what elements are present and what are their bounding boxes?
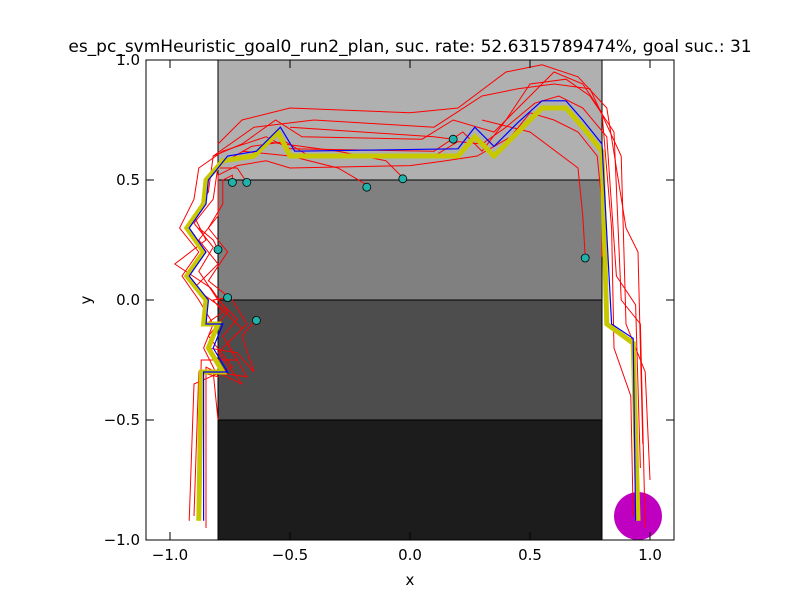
chart-title: es_pc_svmHeuristic_goal0_run2_plan, suc.… <box>68 37 751 57</box>
y-tick-label-0: −1.0 <box>104 531 140 549</box>
trajectory-8 <box>218 167 248 183</box>
x-tick-label-3: 0.5 <box>518 546 542 564</box>
trajectory-9 <box>241 150 368 186</box>
endpoint-4 <box>448 134 458 144</box>
endpoint-3 <box>398 174 408 184</box>
y-tick-label-2: 0.0 <box>116 291 140 309</box>
trajectory-6 <box>205 297 228 325</box>
plan-layer <box>183 100 641 521</box>
trajectory-14 <box>212 83 651 481</box>
x-tick-label-2: 0.0 <box>398 546 422 564</box>
region-1 <box>217 179 603 301</box>
y-axis-label: y <box>77 295 95 304</box>
x-tick-label-4: 1.0 <box>638 546 662 564</box>
trajectory-13 <box>217 64 644 445</box>
y-tick-label-4: 1.0 <box>116 51 140 69</box>
trajectory-12 <box>481 119 586 257</box>
trajectory-11 <box>289 126 454 140</box>
y-tick-label-1: −0.5 <box>104 411 140 429</box>
x-axis-label: x <box>406 571 415 589</box>
region-0 <box>217 59 603 181</box>
y-tick-label-3: 0.5 <box>116 171 140 189</box>
trajectory-4 <box>207 174 248 421</box>
endpoint-0 <box>227 177 237 187</box>
endpoint-2 <box>362 182 372 192</box>
endpoint-5 <box>580 253 590 263</box>
endpoint-6 <box>213 245 223 255</box>
plan-blue <box>188 100 637 521</box>
region-layer <box>217 59 662 541</box>
trajectory-5 <box>208 318 257 373</box>
endpoint-8 <box>251 315 261 325</box>
trajectory-1 <box>173 71 634 521</box>
endpoint-1 <box>242 177 252 187</box>
endpoint-7 <box>223 293 233 303</box>
region-2 <box>217 299 603 421</box>
x-tick-label-0: −1.0 <box>152 546 188 564</box>
region-3 <box>217 419 603 541</box>
endpoint-layer <box>213 134 590 325</box>
tick-layer: −1.0 −0.5 0.0 0.5 1.0 −1.0 −0.5 0.0 0.5 1.0 <box>104 51 674 564</box>
x-tick-label-1: −0.5 <box>272 546 308 564</box>
